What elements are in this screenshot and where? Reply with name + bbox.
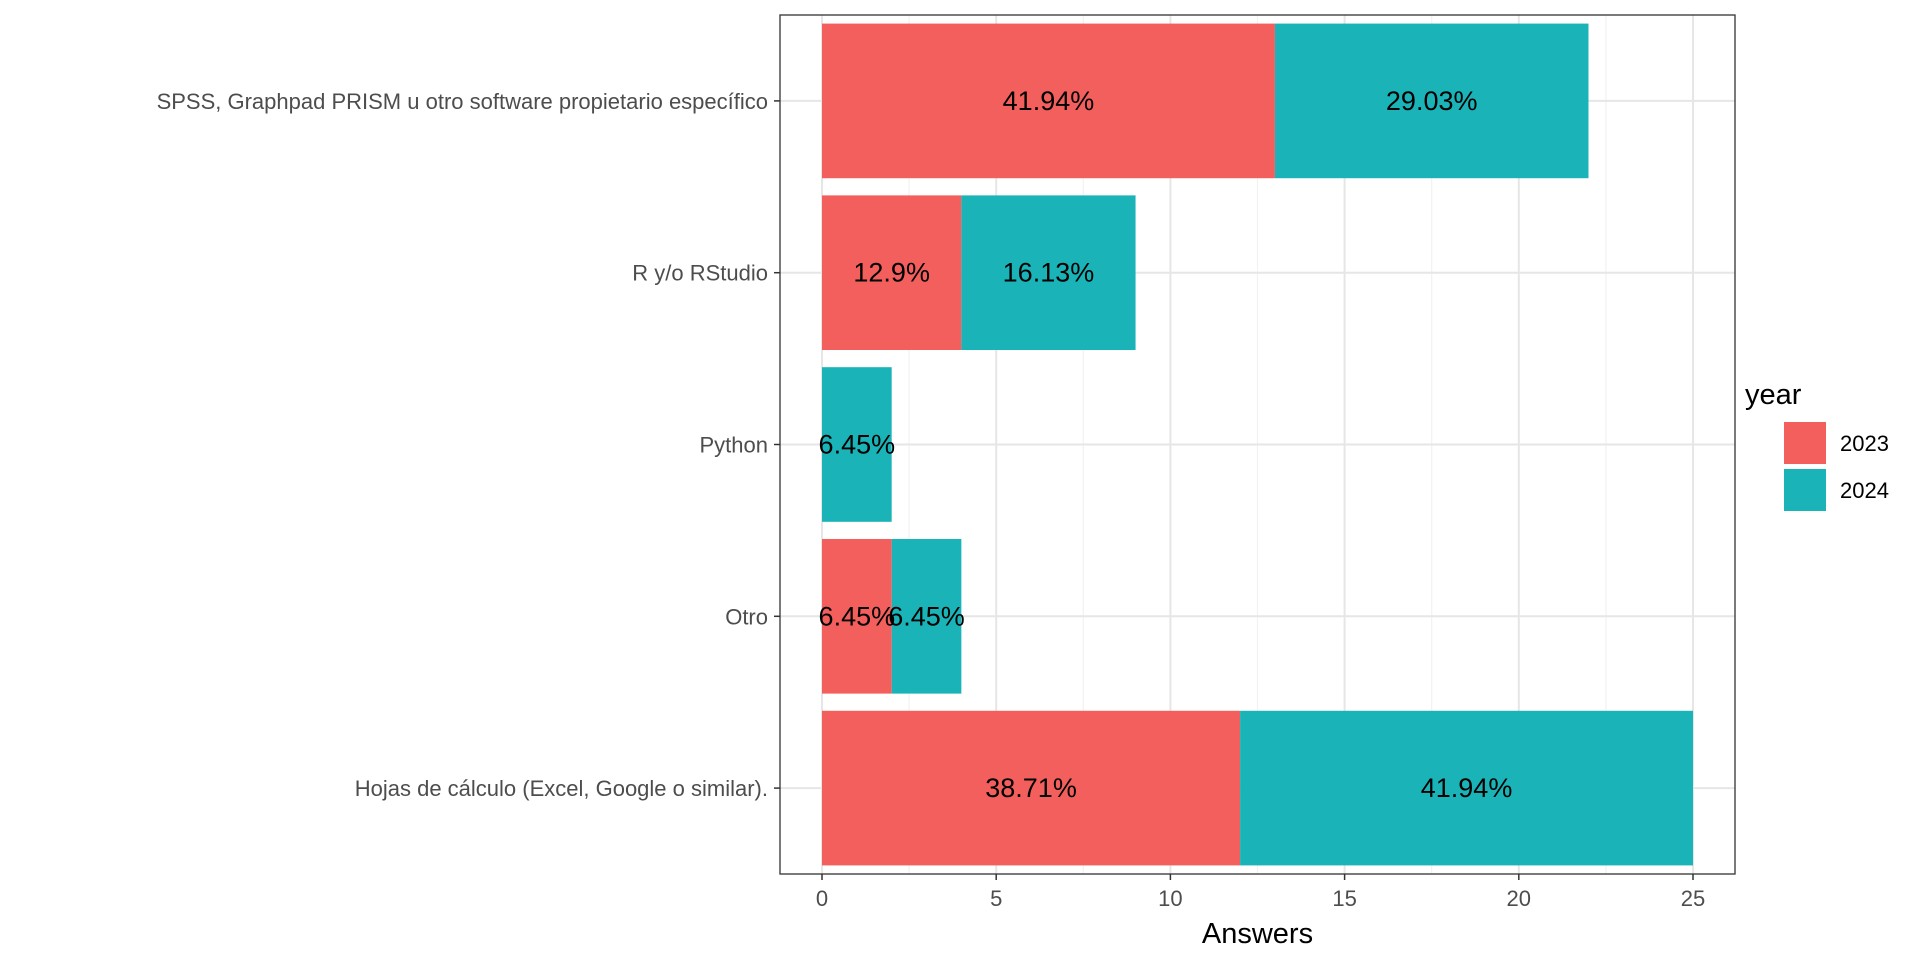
bar-2024 xyxy=(1274,23,1589,179)
x-tick-label: 10 xyxy=(1158,886,1182,911)
bar-data-label: 6.45% xyxy=(819,601,896,631)
bar-2023 xyxy=(822,195,962,351)
legend-label: 2023 xyxy=(1840,431,1889,456)
bar-2024 xyxy=(891,538,962,694)
legend-title: year xyxy=(1745,379,1802,411)
x-tick-label: 20 xyxy=(1507,886,1531,911)
bar-2024 xyxy=(1240,710,1693,866)
bar-2024 xyxy=(961,195,1136,351)
bars xyxy=(822,23,1693,866)
bar-data-label: 41.94% xyxy=(1003,86,1095,116)
bar-data-label: 6.45% xyxy=(819,430,896,460)
bar-2023 xyxy=(822,538,892,694)
x-tick-label: 0 xyxy=(816,886,828,911)
bar-2023 xyxy=(822,23,1275,179)
x-axis: 0 5 10 15 20 25 xyxy=(816,874,1705,911)
y-tick-label: Otro xyxy=(725,604,768,629)
bar-data-label: 6.45% xyxy=(888,601,965,631)
y-tick-label: Python xyxy=(700,433,769,458)
legend-key xyxy=(1784,422,1826,464)
bar-data-label: 12.9% xyxy=(853,258,930,288)
x-axis-title: Answers xyxy=(1202,918,1313,950)
bar-data-label: 29.03% xyxy=(1386,86,1478,116)
x-tick-label: 25 xyxy=(1681,886,1705,911)
y-tick-label: SPSS, Graphpad PRISM u otro software pro… xyxy=(157,89,768,114)
legend-label: 2024 xyxy=(1840,478,1889,503)
legend: year 2023 2024 xyxy=(1745,379,1889,511)
bar-2023 xyxy=(822,710,1241,866)
y-tick-label: Hojas de cálculo (Excel, Google o simila… xyxy=(355,776,768,801)
x-tick-label: 15 xyxy=(1332,886,1356,911)
bar-2024 xyxy=(822,367,892,522)
bar-data-label: 41.94% xyxy=(1421,773,1513,803)
y-tick-label: R y/o RStudio xyxy=(632,261,768,286)
bar-data-label: 16.13% xyxy=(1003,258,1095,288)
y-axis: SPSS, Graphpad PRISM u otro software pro… xyxy=(157,89,780,801)
bar-data-label: 38.71% xyxy=(985,773,1077,803)
bar-labels: 41.94% 29.03%12.9% 16.13%6.45%6.45%6.45%38… xyxy=(819,86,1513,803)
legend-key xyxy=(1784,469,1826,511)
x-tick-label: 5 xyxy=(990,886,1002,911)
